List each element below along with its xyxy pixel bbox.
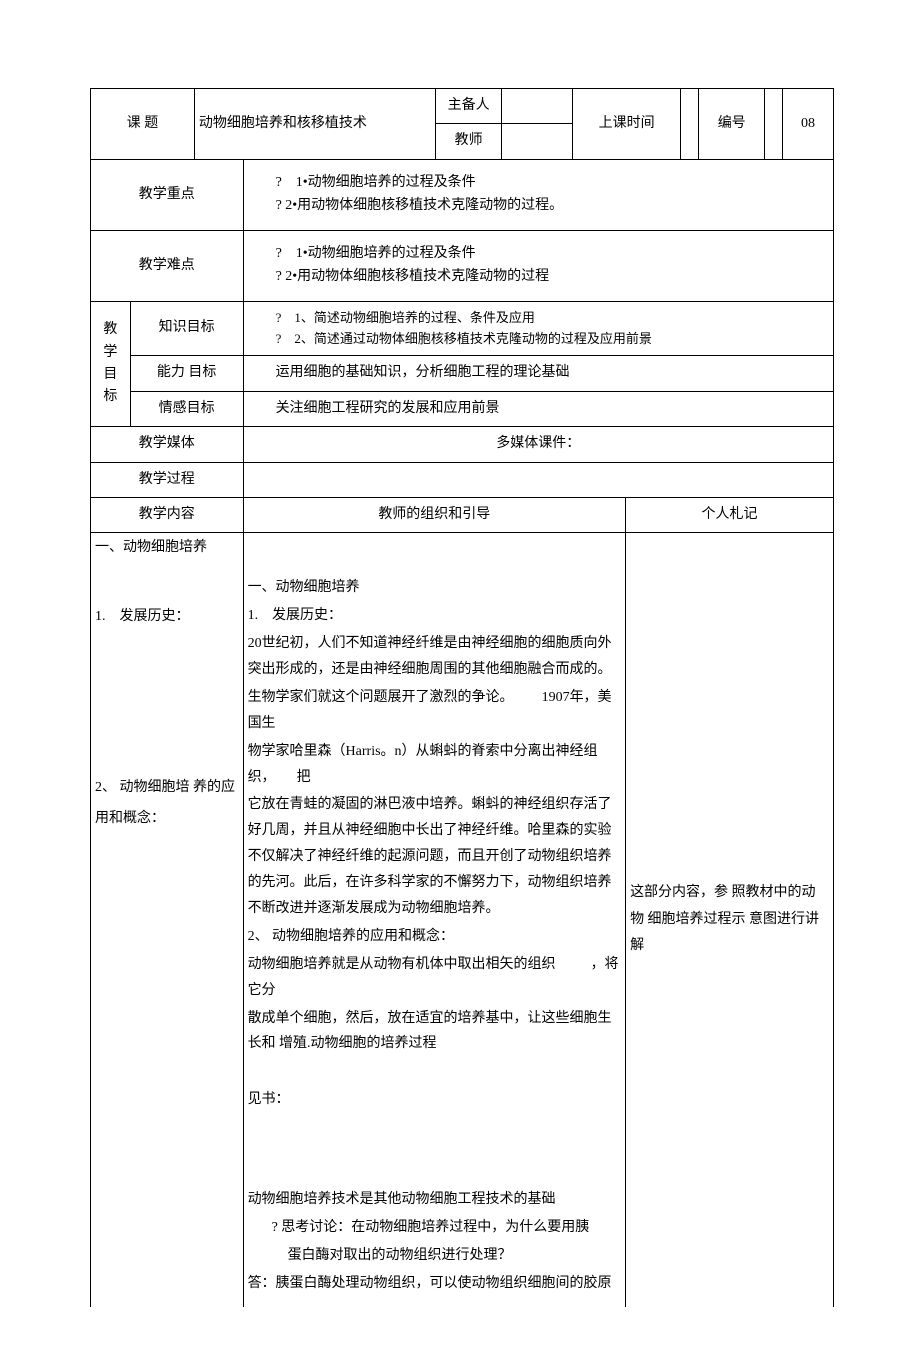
body-l12: ? 思考讨论：在动物细胞培养过程中，为什么要用胰 [248, 1215, 622, 1241]
key-points-content: ? 1•动物细胞培养的过程及条件 ? 2•用动物体细胞核移植技术克隆动物的过程。 [243, 159, 833, 230]
col-content-label: 教学内容 [91, 497, 244, 532]
body-l9: 散成单个细胞，然后，放在适宜的培养基中，让这些细胞生长和 增殖.动物细胞的培养过… [248, 1006, 622, 1058]
knowledge-1: ? 1、简述动物细胞培养的过程、条件及应用 [276, 310, 535, 325]
key-points-label: 教学重点 [91, 159, 244, 230]
body-l6: 它放在青蛙的凝固的淋巴液中培养。蝌蚪的神经组织存活了 好几周，并且从神经细胞中长… [248, 792, 622, 921]
topic-1: 1. 发展历史： [95, 609, 190, 624]
teacher-value [502, 124, 573, 159]
body-l5b: 把 [297, 770, 311, 785]
body-l11: 动物细胞培养技术是其他动物细胞工程技术的基础 [248, 1187, 622, 1213]
teacher-label: 教师 [435, 124, 501, 159]
number-gap [765, 89, 783, 160]
process-label: 教学过程 [91, 462, 244, 497]
col-note-label: 个人札记 [626, 497, 834, 532]
ability-label: 能力 目标 [130, 356, 243, 391]
objectives-group-label: 教 学 目 标 [91, 301, 131, 426]
guide-column: 一、动物细胞培养 1. 发展历史： 20世纪初，人们不知道神经纤维是由神经细胞的… [243, 533, 626, 1307]
note-1: 这部分内容，参 照教材中的动物 细胞培养过程示 意图进行讲解 [630, 885, 819, 953]
preparer-value [502, 89, 573, 124]
difficulty-1: ? 1•动物细胞培养的过程及条件 [276, 246, 476, 261]
class-time-value [681, 89, 699, 160]
difficulties-content: ? 1•动物细胞培养的过程及条件 ? 2•用动物体细胞核移植技术克隆动物的过程 [243, 230, 833, 301]
body-l14: 答：胰蛋白酶处理动物组织，可以使动物组织细胞间的胶原 [248, 1271, 622, 1297]
body-l2: 1. 发展历史： [248, 603, 622, 629]
body-l7: 2、 动物细胞培养的应用和概念： [248, 924, 622, 950]
key-point-2: ? 2•用动物体细胞核移植技术克隆动物的过程。 [276, 198, 564, 213]
topic-0: 一、动物细胞培养 [95, 540, 207, 555]
topic-2: 2、 动物细胞培 养的应用和概念： [95, 780, 235, 826]
number-value: 08 [783, 89, 834, 160]
body-l13: 蛋白酶对取出的动物组织进行处理？ [248, 1243, 622, 1269]
topic-column: 一、动物细胞培养 1. 发展历史： 2、 动物细胞培 养的应用和概念： [91, 533, 244, 1307]
col-guide-label: 教师的组织和引导 [243, 497, 626, 532]
number-label: 编号 [699, 89, 765, 160]
difficulties-label: 教学难点 [91, 230, 244, 301]
body-l1: 一、动物细胞培养 [248, 575, 622, 601]
emotion-content: 关注细胞工程研究的发展和应用前景 [243, 391, 833, 426]
ability-content: 运用细胞的基础知识，分析细胞工程的理论基础 [243, 356, 833, 391]
process-blank [243, 462, 833, 497]
notes-column: 这部分内容，参 照教材中的动物 细胞培养过程示 意图进行讲解 [626, 533, 834, 1307]
media-label: 教学媒体 [91, 427, 244, 462]
emotion-label: 情感目标 [130, 391, 243, 426]
knowledge-2: ? 2、简述通过动物体细胞核移植技术克隆动物的过程及应用前景 [276, 331, 652, 346]
knowledge-label: 知识目标 [130, 301, 243, 356]
class-time-label: 上课时间 [573, 89, 681, 160]
media-value: 多媒体课件： [243, 427, 833, 462]
knowledge-content: ? 1、简述动物细胞培养的过程、条件及应用 ? 2、简述通过动物体细胞核移植技术… [243, 301, 833, 356]
body-l4a: 生物学家们就这个问题展开了激烈的争论。 [248, 690, 514, 705]
course-title: 动物细胞培养和核移植技术 [194, 89, 435, 160]
body-l10: 见书： [248, 1087, 622, 1113]
lesson-plan-page: 课 题 动物细胞培养和核移植技术 主备人 上课时间 编号 08 教师 教学重点 … [0, 0, 920, 1347]
course-title-label: 课 题 [91, 89, 195, 160]
body-l8a: 动物细胞培养就是从动物有机体中取出相矢的组织 [248, 957, 556, 972]
lesson-plan-table: 课 题 动物细胞培养和核移植技术 主备人 上课时间 编号 08 教师 教学重点 … [90, 88, 834, 1307]
key-point-1: ? 1•动物细胞培养的过程及条件 [276, 175, 476, 190]
preparer-label: 主备人 [435, 89, 501, 124]
difficulty-2: ? 2•用动物体细胞核移植技术克隆动物的过程 [276, 269, 550, 284]
body-l3: 20世纪初，人们不知道神经纤维是由神经细胞的细胞质向外 突出形成的，还是由神经细… [248, 631, 622, 683]
